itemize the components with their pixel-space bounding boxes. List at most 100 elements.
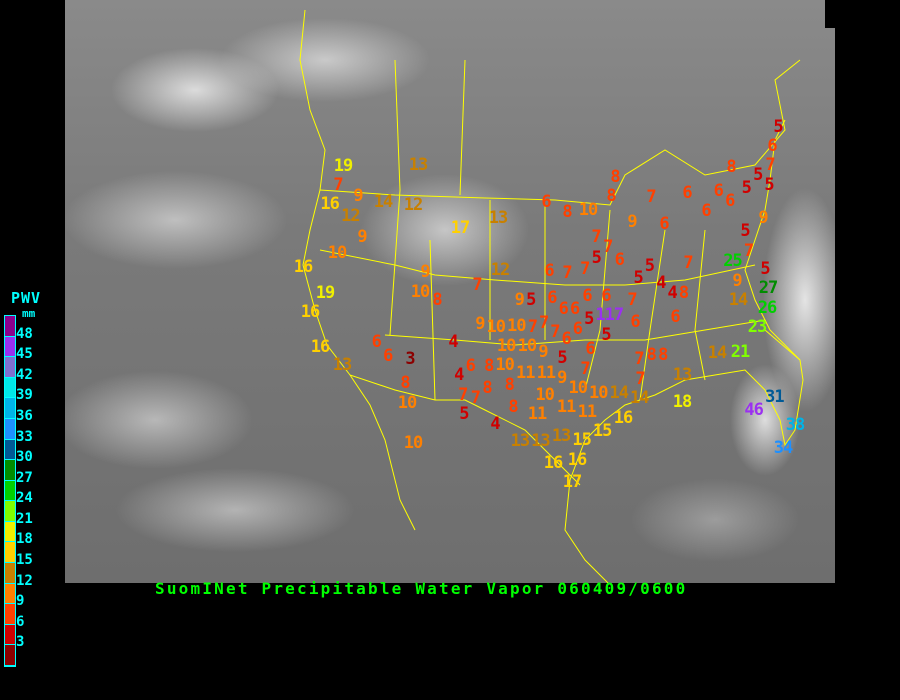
station-pwv-value: 14: [373, 191, 394, 212]
station-pwv-value: 9: [357, 226, 367, 247]
station-pwv-value: 34: [773, 437, 794, 458]
station-pwv-value: 7: [634, 348, 644, 369]
station-pwv-value: 16: [613, 407, 634, 428]
station-pwv-value: 13: [510, 430, 531, 451]
station-pwv-value: 7: [458, 384, 468, 405]
station-pwv-value: 8: [508, 396, 518, 417]
canada-province-line: [459, 59, 466, 196]
station-pwv-value: 8: [484, 355, 494, 376]
station-pwv-value: 10: [495, 355, 515, 376]
station-pwv-value: 6: [544, 260, 554, 281]
station-pwv-value: 9: [420, 262, 430, 283]
station-pwv-value: 16: [543, 452, 564, 473]
station-pwv-value: 9: [538, 341, 548, 362]
legend-tick-label: 36: [16, 407, 33, 424]
station-pwv-value: 10: [410, 281, 431, 302]
station-pwv-value: 5: [459, 403, 469, 424]
station-pwv-value: 7: [743, 240, 754, 261]
station-pwv-value: 6: [701, 200, 711, 221]
us-canada-border: [319, 59, 801, 206]
legend-swatch: [5, 583, 15, 605]
station-pwv-value: 7: [683, 252, 693, 273]
station-pwv-value: 13: [531, 430, 551, 451]
station-pwv-value: 13: [332, 354, 353, 375]
station-pwv-value: 5: [760, 259, 770, 280]
state-line: [429, 239, 436, 401]
station-pwv-value: 31: [765, 386, 785, 407]
station-pwv-value: 25: [723, 251, 743, 272]
station-pwv-value: 7: [635, 369, 645, 390]
state-line: [319, 249, 756, 286]
station-pwv-value: 17: [562, 471, 583, 492]
legend-swatch: [5, 604, 15, 625]
station-pwv-value: 5: [601, 324, 611, 345]
station-pwv-value: 16: [300, 302, 321, 323]
station-pwv-value: 12: [341, 205, 361, 226]
station-pwv-value: 16: [320, 194, 340, 215]
station-pwv-value: 5: [753, 164, 763, 185]
legend-tick-label: 21: [16, 510, 33, 527]
legend-swatch: [5, 418, 15, 440]
station-pwv-value: 26: [757, 297, 778, 318]
legend-tick-label: 33: [16, 428, 33, 445]
station-pwv-value: 6: [383, 345, 393, 366]
legend-tick-label: 15: [16, 552, 33, 569]
legend-tick-label: 6: [16, 613, 25, 630]
color-scale-bar: [4, 315, 16, 667]
state-line: [584, 209, 611, 391]
station-pwv-value: 4: [667, 282, 678, 303]
station-pwv-value: 7: [538, 312, 549, 333]
station-pwv-value: 13: [408, 154, 429, 175]
station-pwv-value: 7: [470, 387, 481, 408]
station-pwv-value: 16: [293, 256, 314, 277]
station-pwv-value: 8: [482, 377, 492, 398]
station-pwv-value: 5: [773, 116, 783, 137]
station-pwv-value: 8: [646, 344, 657, 365]
station-pwv-value: 38: [785, 414, 806, 435]
station-pwv-value: 14: [630, 388, 650, 409]
us-mexico-border: [349, 374, 581, 486]
station-pwv-value: 5: [644, 255, 655, 276]
station-pwv-value: 8: [678, 282, 689, 303]
legend-unit: mm: [22, 307, 36, 320]
station-pwv-value: 4: [454, 365, 464, 386]
station-pwv-value: 11: [536, 362, 557, 383]
station-pwv-value: 9: [514, 289, 525, 310]
legend-tick-label: 3: [16, 634, 25, 651]
station-pwv-value: 6: [601, 285, 611, 306]
station-pwv-value: 5: [591, 247, 602, 268]
station-pwv-value: 6: [614, 249, 625, 270]
station-pwv-value: 9: [475, 313, 485, 334]
station-pwv-value: 4: [448, 331, 458, 352]
no-data-region: [825, 0, 835, 28]
station-pwv-value: 117: [595, 305, 624, 326]
legend-swatch: [5, 501, 15, 522]
station-pwv-value: 8: [400, 372, 410, 393]
legend-swatch: [5, 542, 15, 564]
station-pwv-value: 10: [517, 336, 538, 357]
station-pwv-value: 13: [551, 425, 572, 446]
station-pwv-value: 14: [707, 342, 728, 363]
station-pwv-value: 6: [371, 331, 382, 352]
west-coast: [299, 9, 416, 531]
legend-swatch: [5, 398, 15, 419]
station-pwv-value: 8: [432, 289, 442, 310]
station-pwv-value: 9: [732, 270, 742, 291]
map-title: SuomINet Precipitable Water Vapor 060409…: [155, 579, 688, 598]
station-pwv-value: 14: [609, 382, 629, 403]
station-pwv-value: 18: [672, 391, 693, 412]
station-pwv-value: 15: [572, 430, 592, 451]
station-pwv-value: 8: [504, 374, 515, 395]
station-pwv-value: 11: [527, 404, 548, 425]
station-pwv-value: 10: [496, 336, 517, 357]
station-pwv-value: 7: [527, 317, 538, 338]
station-pwv-value: 6: [465, 355, 476, 376]
station-pwv-value: 7: [591, 226, 601, 247]
station-pwv-value: 11: [516, 362, 536, 383]
station-pwv-value: 19: [333, 156, 354, 177]
station-pwv-value: 7: [765, 155, 775, 176]
station-pwv-value: 5: [557, 348, 567, 369]
station-pwv-value: 12: [403, 194, 424, 215]
station-pwv-value: 10: [397, 392, 418, 413]
